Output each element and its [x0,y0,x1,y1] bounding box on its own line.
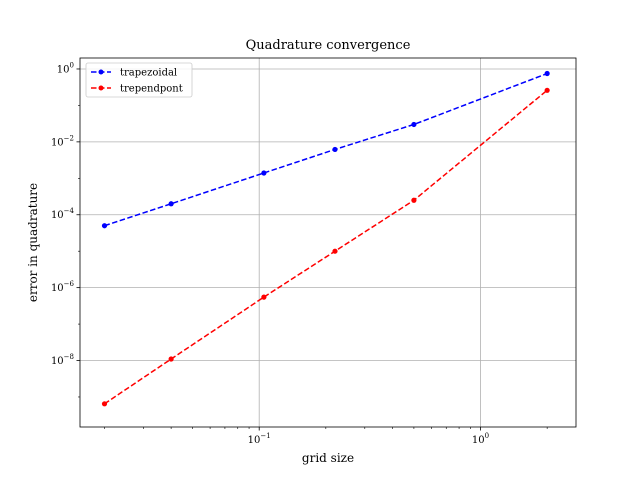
legend-trapezoidal-marker [98,69,104,75]
y-tick-exponent: −8 [64,353,74,361]
series-trapezoidal-line [104,72,548,227]
series-trependpont-point [411,197,417,203]
y-tick-exponent: 0 [70,61,74,69]
y-tick-label: 10−2 [51,134,74,148]
series-trependpont-point [544,87,550,93]
y-tick-base: 10 [51,283,64,294]
series-trapezoidal-point [544,70,550,77]
y-tick-base: 10 [51,210,64,221]
series-layer [101,70,550,407]
series-trependpont-point [168,356,174,362]
series-trapezoidal-point [101,223,108,229]
x-axis-label: grid size [302,451,354,465]
legend-trependpont-marker [98,85,104,91]
y-tick-label: 100 [57,61,74,75]
series-trapezoidal-point [168,201,174,207]
y-tick-label: 10−6 [51,280,75,294]
x-tick-exponent: −1 [260,432,270,440]
series-trapezoidal-point [411,121,417,128]
x-tick-base: 10 [248,435,261,446]
chart-title: Quadrature convergence [246,38,411,53]
series-trapezoidal-point [261,170,267,176]
legend-trapezoidal-label: trapezoidal [120,68,177,79]
y-tick-exponent: −6 [64,280,75,288]
x-tick-label: 100 [472,432,489,446]
x-tick-base: 10 [472,435,485,446]
series-trapezoidal-point [332,146,338,153]
legend: trapezoidal trependpont [85,62,193,98]
y-tick-exponent: −4 [64,207,75,215]
y-tick-label: 10−8 [51,353,74,367]
y-tick-label: 10−4 [51,207,75,221]
y-tick-base: 10 [57,64,70,75]
series-trependpont-line [104,89,548,405]
plot-frame [79,57,577,428]
y-tick-exponent: −2 [64,134,74,142]
series-trependpont-point [261,294,267,300]
legend-box [85,62,193,98]
y-axis-label: error in quadrature [26,183,40,302]
series-trependpont-point [101,401,108,407]
y-tick-base: 10 [51,137,64,148]
grid-lines [80,58,576,427]
legend-trependpont-label: trependpont [120,84,183,95]
y-tick-base: 10 [51,356,64,367]
x-tick-label: 10−1 [248,432,271,446]
x-tick-exponent: 0 [485,432,489,440]
series-trependpont-point [332,248,338,254]
